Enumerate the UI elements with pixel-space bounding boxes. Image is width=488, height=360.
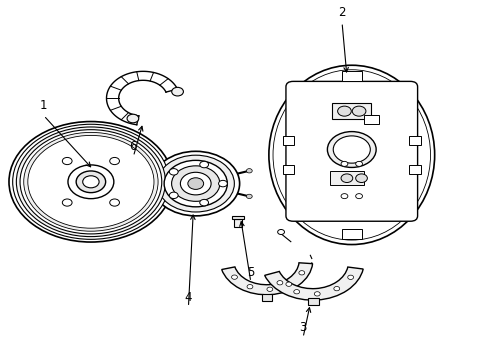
Ellipse shape	[268, 65, 434, 244]
Bar	[408, 165, 420, 174]
Circle shape	[340, 174, 352, 183]
Text: 4: 4	[184, 291, 192, 304]
Circle shape	[293, 289, 299, 294]
Circle shape	[169, 168, 178, 175]
Circle shape	[28, 135, 154, 228]
Circle shape	[355, 194, 362, 199]
Circle shape	[314, 292, 320, 296]
Circle shape	[246, 194, 252, 198]
Circle shape	[266, 287, 272, 291]
Circle shape	[340, 161, 347, 166]
Circle shape	[82, 176, 99, 188]
Circle shape	[76, 171, 105, 193]
Wedge shape	[264, 267, 363, 300]
Circle shape	[24, 132, 158, 231]
Circle shape	[333, 287, 339, 291]
Text: 2: 2	[338, 6, 345, 19]
Circle shape	[164, 160, 227, 207]
Circle shape	[276, 280, 282, 285]
Bar	[408, 136, 420, 145]
Circle shape	[152, 151, 239, 216]
Ellipse shape	[272, 70, 429, 240]
Circle shape	[169, 192, 178, 199]
Circle shape	[109, 199, 119, 206]
Circle shape	[340, 194, 347, 199]
Text: 3: 3	[299, 321, 306, 334]
Circle shape	[20, 130, 162, 234]
Bar	[261, 294, 272, 301]
Circle shape	[171, 87, 183, 96]
Bar	[341, 229, 361, 239]
Circle shape	[277, 229, 284, 234]
Circle shape	[171, 166, 220, 201]
Text: 1: 1	[40, 99, 47, 112]
Circle shape	[337, 106, 350, 116]
Circle shape	[157, 155, 234, 212]
Circle shape	[109, 157, 119, 165]
Circle shape	[218, 180, 227, 187]
Circle shape	[285, 282, 291, 286]
Circle shape	[13, 124, 169, 239]
Circle shape	[9, 122, 172, 242]
Circle shape	[68, 165, 114, 199]
Text: 6: 6	[129, 140, 137, 153]
Bar	[363, 116, 378, 125]
Circle shape	[246, 168, 252, 173]
Bar	[341, 71, 361, 81]
Circle shape	[355, 161, 362, 166]
Circle shape	[127, 114, 139, 123]
Bar	[282, 136, 294, 145]
Circle shape	[62, 157, 72, 165]
Circle shape	[62, 199, 72, 206]
Circle shape	[298, 271, 304, 275]
Bar	[331, 103, 370, 119]
Bar	[232, 216, 244, 220]
FancyBboxPatch shape	[285, 81, 417, 221]
Circle shape	[327, 132, 375, 167]
Circle shape	[231, 275, 237, 279]
Circle shape	[16, 127, 165, 237]
Circle shape	[200, 199, 208, 206]
Wedge shape	[221, 263, 312, 295]
Bar	[282, 165, 294, 174]
Circle shape	[246, 284, 252, 289]
Bar	[234, 220, 242, 227]
Circle shape	[351, 106, 365, 116]
Circle shape	[332, 136, 369, 163]
Bar	[329, 171, 363, 185]
Circle shape	[187, 178, 203, 189]
Circle shape	[180, 172, 211, 195]
Bar	[307, 298, 318, 305]
Circle shape	[355, 174, 366, 183]
Circle shape	[347, 275, 353, 279]
Circle shape	[200, 161, 208, 168]
Text: 5: 5	[246, 266, 254, 279]
